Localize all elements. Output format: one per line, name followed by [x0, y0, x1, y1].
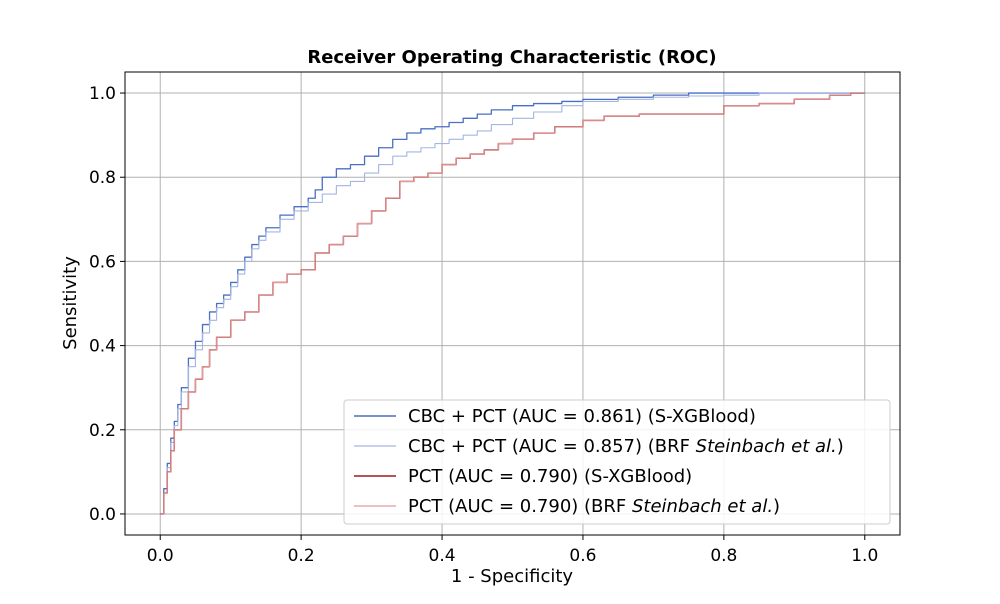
legend-label-4: PCT (AUC = 0.790) (BRF Steinbach et al.) [408, 496, 780, 517]
legend-label-suffix: ) [837, 436, 844, 457]
y-tick-label: 0.4 [89, 337, 116, 357]
legend-label-suffix: ) [773, 496, 780, 517]
x-tick-label: 0.8 [710, 546, 737, 566]
y-axis-label: Sensitivity [60, 256, 81, 350]
x-tick-label: 0.0 [147, 546, 174, 566]
legend-label-italic: Steinbach et al. [632, 496, 773, 517]
legend-label-1: CBC + PCT (AUC = 0.861) (S-XGBlood) [408, 406, 756, 427]
roc-curve-series-1 [160, 92, 865, 515]
legend-label-3: PCT (AUC = 0.790) (S-XGBlood) [408, 466, 692, 487]
x-tick-label: 0.4 [429, 546, 456, 566]
x-tick-label: 0.2 [288, 546, 315, 566]
y-tick-label: 0.8 [89, 168, 116, 188]
legend-label-main: PCT (AUC = 0.790) (S-XGBlood) [408, 466, 692, 487]
plot-frame [124, 71, 901, 536]
y-tick-label: 0.6 [89, 252, 116, 272]
legend: CBC + PCT (AUC = 0.861) (S-XGBlood) CBC +… [343, 399, 891, 525]
grid-layer [125, 72, 900, 535]
legend-box [343, 399, 891, 525]
tick-layer: 0.0 0.2 0.4 0.6 0.8 1.0 0.0 0.2 0.4 0.6 0.8 1.0 [89, 84, 878, 566]
x-tick-label: 0.6 [569, 546, 596, 566]
x-tick-label: 1.0 [851, 546, 878, 566]
y-tick-label: 1.0 [89, 84, 116, 104]
legend-label-main: CBC + PCT (AUC = 0.861) (S-XGBlood) [408, 406, 756, 427]
chart-title: Receiver Operating Characteristic (ROC) [307, 47, 716, 68]
roc-curve-series-4 [160, 92, 865, 515]
x-axis-label: 1 - Specificity [451, 566, 574, 587]
legend-label-italic: Steinbach et al. [696, 436, 837, 457]
y-tick-label: 0.2 [89, 421, 116, 441]
legend-label-main: PCT (AUC = 0.790) (BRF [408, 496, 632, 517]
legend-label-2: CBC + PCT (AUC = 0.857) (BRF Steinbach e… [408, 436, 844, 457]
legend-label-main: CBC + PCT (AUC = 0.857) (BRF [408, 436, 696, 457]
roc-curve-series-2 [160, 92, 865, 515]
y-tick-label: 0.0 [89, 505, 116, 525]
series-layer [160, 92, 865, 515]
